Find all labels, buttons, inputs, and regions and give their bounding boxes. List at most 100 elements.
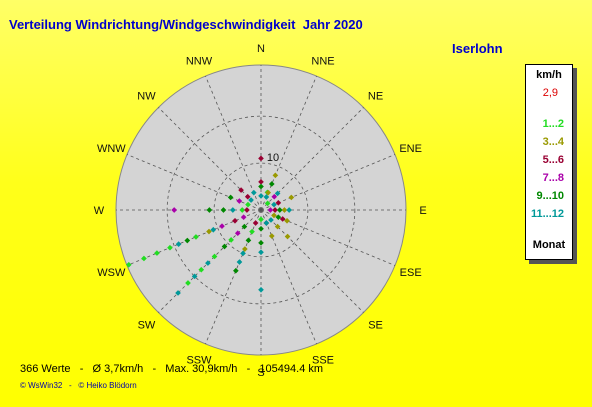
rose-spoke — [260, 209, 317, 345]
data-point — [242, 246, 248, 252]
data-point — [236, 198, 243, 204]
direction-label-ese: ESE — [400, 267, 422, 279]
data-point — [125, 261, 132, 268]
data-point — [241, 223, 248, 230]
data-point — [263, 194, 270, 200]
data-point — [245, 201, 251, 208]
data-point — [206, 207, 213, 213]
data-point — [258, 193, 264, 199]
data-point — [272, 207, 278, 213]
data-point — [171, 207, 178, 213]
summary-text: 366 Werte - Ø 3,7km/h - Max. 30,9km/h - … — [20, 363, 324, 375]
data-point — [263, 220, 270, 226]
data-point — [284, 217, 290, 224]
direction-label-nnw: NNW — [186, 55, 213, 67]
data-point — [264, 200, 271, 207]
data-point — [244, 193, 251, 200]
data-point — [211, 253, 218, 260]
data-point — [154, 250, 160, 256]
data-point — [238, 187, 244, 193]
data-point — [250, 189, 257, 196]
data-point — [175, 241, 182, 247]
data-point — [233, 267, 239, 274]
data-point — [239, 207, 246, 213]
direction-label-w: W — [94, 205, 105, 217]
data-point — [219, 223, 225, 229]
data-point — [271, 212, 277, 219]
radial-tick-label: 10 — [267, 152, 279, 164]
data-point — [252, 220, 259, 226]
direction-label-ssw: SSW — [186, 355, 212, 367]
legend-item: 3...4 — [542, 136, 564, 148]
data-point — [267, 207, 274, 213]
legend-item: 9...10 — [536, 190, 564, 202]
data-point — [271, 193, 278, 200]
data-point — [272, 172, 279, 179]
data-point — [206, 228, 212, 235]
data-point — [275, 214, 282, 221]
direction-label-nne: NNE — [311, 55, 334, 67]
rose-spoke — [205, 75, 262, 211]
data-point — [227, 194, 234, 201]
data-point — [232, 217, 238, 224]
legend-unit: Monat — [532, 239, 566, 251]
data-point — [271, 201, 277, 208]
data-point — [268, 233, 275, 239]
data-point — [244, 207, 250, 213]
rose-ring — [213, 162, 309, 258]
direction-label-se: SE — [368, 320, 383, 332]
data-point — [265, 189, 272, 196]
legend: km/h 2,9 1...2 3...4 5...6 7...8 9...10 … — [525, 64, 573, 260]
data-point — [288, 194, 295, 201]
chart-title: Verteilung Windrichtung/Windgeschwindigk… — [9, 17, 363, 32]
legend-item: 5...6 — [542, 154, 564, 166]
copyright-text: © WsWin32 - © Heiko Blödorn — [20, 381, 137, 390]
data-point — [240, 250, 246, 257]
legend-item: 7...8 — [542, 172, 564, 184]
data-point — [258, 225, 264, 232]
data-point — [249, 228, 255, 235]
direction-label-sse: SSE — [312, 355, 334, 367]
data-point — [279, 216, 286, 222]
data-point — [220, 207, 227, 213]
location-label: Iserlohn — [452, 41, 503, 56]
direction-label-n: N — [257, 43, 265, 55]
data-point — [221, 243, 228, 250]
rose-spoke — [260, 75, 317, 211]
data-point — [245, 237, 252, 244]
data-point — [248, 197, 254, 203]
legend-title: km/h — [536, 69, 562, 81]
data-point — [175, 290, 181, 296]
data-point — [210, 226, 217, 233]
data-point — [275, 199, 282, 206]
direction-label-s: S — [257, 367, 264, 379]
data-point — [274, 190, 281, 197]
direction-label-ne: NE — [368, 90, 383, 102]
data-point — [268, 217, 274, 223]
data-point — [205, 260, 211, 266]
data-point — [236, 259, 243, 265]
direction-label-ene: ENE — [399, 143, 422, 155]
rose-spoke — [260, 154, 396, 211]
data-point — [268, 181, 275, 187]
data-point — [141, 255, 147, 262]
data-point — [258, 240, 264, 246]
wind-rose: N NNE NE ENE E ESE SE SSE S SSW SW WSW W WNW NW NNW 10 — [94, 43, 427, 379]
data-point — [281, 207, 288, 213]
data-point — [198, 266, 205, 273]
data-point — [276, 207, 283, 213]
legend-item: 1...2 — [542, 118, 564, 130]
data-point — [284, 233, 291, 240]
direction-label-sw: SW — [138, 320, 156, 332]
data-point — [234, 230, 241, 237]
data-point — [274, 223, 281, 230]
data-point — [286, 207, 292, 213]
data-point — [258, 249, 264, 256]
direction-label-nw: NW — [137, 90, 156, 102]
data-point — [184, 237, 191, 244]
direction-label-wsw: WSW — [97, 267, 126, 279]
data-point — [258, 286, 264, 293]
data-point — [193, 234, 199, 240]
data-point — [191, 273, 198, 280]
direction-label-e: E — [419, 205, 426, 217]
